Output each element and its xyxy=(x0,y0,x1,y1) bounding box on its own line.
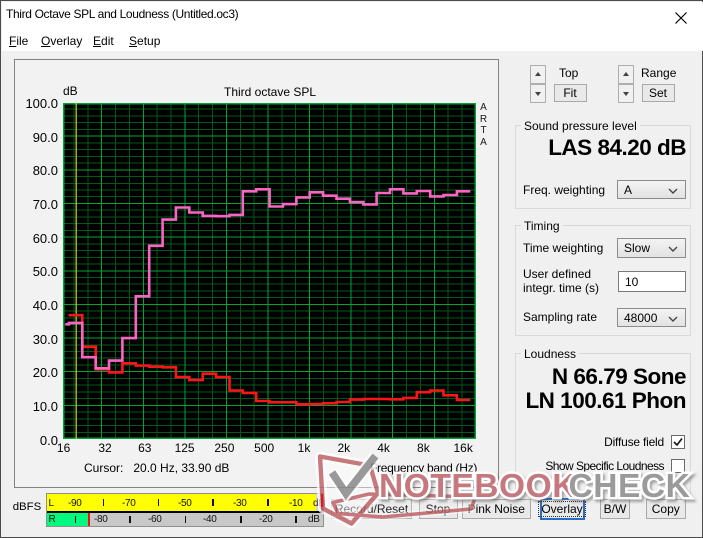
svg-text:NOTEBOOK: NOTEBOOK xyxy=(379,468,577,505)
svg-text:CHECK: CHECK xyxy=(569,468,691,505)
